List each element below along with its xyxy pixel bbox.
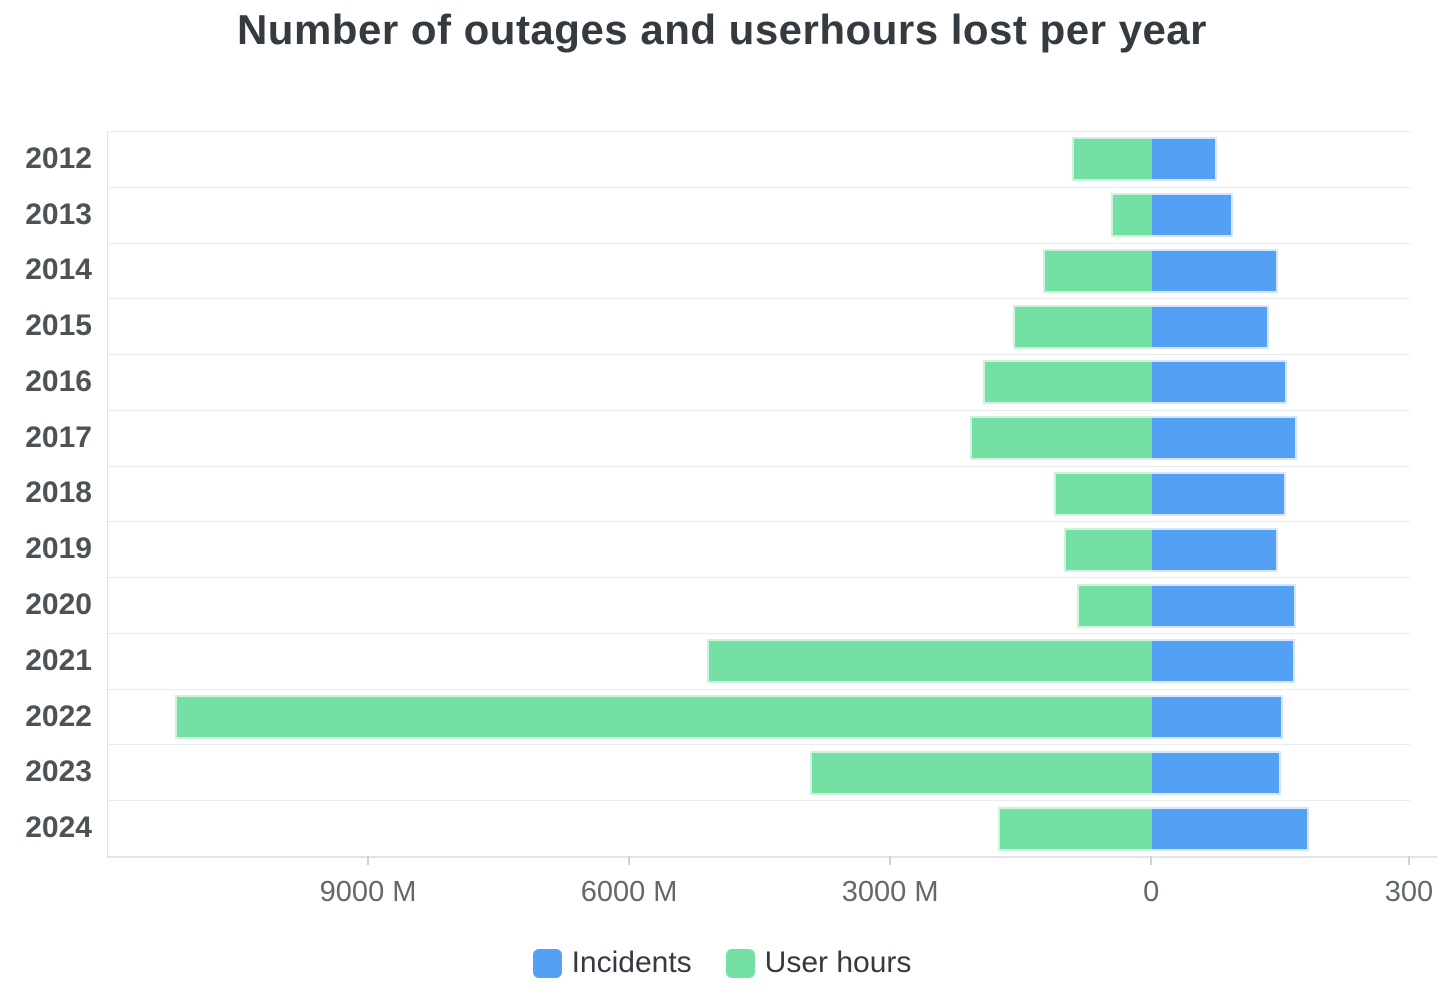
x-axis-tick-label: 3000 M xyxy=(841,876,939,908)
x-axis-tick xyxy=(1150,856,1153,865)
chart-row xyxy=(108,354,1410,410)
x-axis-tick-label: 300 xyxy=(1384,876,1434,908)
incidents-bar[interactable] xyxy=(1152,583,1296,628)
incidents-bar[interactable] xyxy=(1152,695,1283,740)
chart-row xyxy=(108,186,1410,243)
x-axis-tick-label: 6000 M xyxy=(580,876,678,908)
y-axis-label: 2013 xyxy=(25,197,92,231)
incidents-swatch-icon xyxy=(532,948,562,978)
incidents-bar[interactable] xyxy=(1152,137,1217,182)
incidents-bar[interactable] xyxy=(1152,193,1233,238)
chart-row xyxy=(108,632,1410,689)
user-hours-bar[interactable] xyxy=(1064,527,1153,572)
user-hours-bar[interactable] xyxy=(175,695,1153,740)
incidents-bar[interactable] xyxy=(1152,304,1270,349)
chart-title: Number of outages and userhours lost per… xyxy=(236,6,1208,53)
y-axis-label: 2012 xyxy=(25,141,92,175)
y-axis-label: 2024 xyxy=(25,811,92,845)
legend-item-user-hours[interactable]: User hours xyxy=(725,946,912,980)
incidents-bar[interactable] xyxy=(1152,806,1310,851)
chart-row xyxy=(108,298,1410,354)
y-axis-label: 2022 xyxy=(25,699,92,733)
incidents-bar[interactable] xyxy=(1152,416,1298,461)
user-hours-bar[interactable] xyxy=(970,416,1153,461)
user-hours-bar[interactable] xyxy=(1012,304,1153,349)
user-hours-bar[interactable] xyxy=(1077,583,1153,628)
chart-row xyxy=(108,465,1410,522)
user-hours-bar[interactable] xyxy=(809,750,1153,795)
incidents-bar[interactable] xyxy=(1152,527,1278,572)
x-axis-tick xyxy=(367,856,370,865)
plot-area xyxy=(107,131,1410,856)
bar-rows xyxy=(108,131,1410,856)
x-axis-tick-label: 9000 M xyxy=(319,876,417,908)
y-axis-label: 2014 xyxy=(25,253,92,287)
chart-row xyxy=(108,131,1410,187)
x-axis-tick-label: 0 xyxy=(1143,876,1160,908)
chart-row xyxy=(108,800,1410,856)
chart-row xyxy=(108,688,1410,745)
chart-row xyxy=(108,242,1410,299)
x-axis-tick xyxy=(628,856,631,865)
user-hours-bar[interactable] xyxy=(1072,137,1153,182)
chart-row xyxy=(108,409,1410,466)
chart-row xyxy=(108,577,1410,633)
user-hours-swatch-icon xyxy=(725,948,755,978)
user-hours-bar[interactable] xyxy=(1111,193,1153,238)
incidents-bar[interactable] xyxy=(1152,360,1288,405)
y-axis-label: 2018 xyxy=(25,476,92,510)
incidents-bar[interactable] xyxy=(1152,471,1287,516)
incidents-bar[interactable] xyxy=(1152,248,1278,293)
legend-item-incidents[interactable]: Incidents xyxy=(532,946,692,980)
y-axis-label: 2019 xyxy=(25,532,92,566)
chart-row xyxy=(108,744,1410,800)
x-axis-tick xyxy=(1408,856,1410,865)
incidents-bar[interactable] xyxy=(1152,639,1295,684)
x-axis-tick xyxy=(889,856,892,865)
user-hours-bar[interactable] xyxy=(706,639,1153,684)
incidents-bar[interactable] xyxy=(1152,750,1282,795)
user-hours-bar[interactable] xyxy=(1042,248,1153,293)
y-axis-label: 2015 xyxy=(25,309,92,343)
y-axis: 2012 2013 2014 2015 2016 2017 2018 2019 2020 2021… xyxy=(0,131,92,856)
y-axis-label: 2021 xyxy=(25,643,92,677)
y-axis-label: 2023 xyxy=(25,755,92,789)
chart-row xyxy=(108,521,1410,577)
y-axis-label: 2020 xyxy=(25,588,92,621)
y-axis-label: 2016 xyxy=(25,364,92,398)
legend-label: Incidents xyxy=(571,946,692,979)
user-hours-bar[interactable] xyxy=(997,806,1153,851)
y-axis-label: 2017 xyxy=(25,420,92,454)
legend-label: User hours xyxy=(764,946,912,979)
legend: Incidents User hours xyxy=(0,942,1444,984)
x-axis-line xyxy=(107,856,1437,858)
user-hours-bar[interactable] xyxy=(1053,471,1153,516)
user-hours-bar[interactable] xyxy=(982,360,1153,405)
